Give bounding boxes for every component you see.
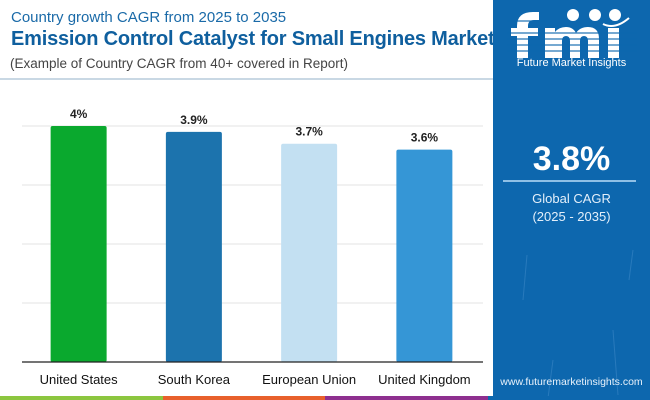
bar — [396, 149, 453, 362]
chart-header: Country growth CAGR from 2025 to 2035 Em… — [0, 0, 495, 80]
bar-chart: 4% United States 3.9% South Korea 3.7% Europe… — [22, 107, 483, 387]
fmi-logo-icon — [507, 9, 637, 58]
x-tick-label: United Kingdom — [378, 372, 471, 387]
divider — [503, 180, 636, 182]
data-label: 3.9% — [180, 113, 208, 127]
color-strip-segment — [0, 396, 164, 400]
bar — [50, 126, 107, 362]
x-tick-label: European Union — [262, 372, 356, 387]
color-strip-segment — [162, 396, 326, 400]
brand-name: Future Market Insights — [516, 57, 627, 69]
global-cagr-label-text: Global CAGR — [532, 191, 611, 206]
x-tick-label: United States — [40, 372, 119, 387]
global-cagr-label: Global CAGR (2025 - 2035) — [493, 190, 650, 226]
sidebar-panel: Future Market Insights 3.8% Global CAGR … — [493, 0, 650, 400]
color-strip-segment — [487, 396, 650, 400]
bar — [165, 131, 222, 362]
x-tick-label: South Korea — [158, 372, 231, 387]
chart-subtitle: Country growth CAGR from 2025 to 2035 — [11, 9, 287, 26]
data-label: 4% — [70, 107, 88, 121]
data-label: 3.7% — [295, 125, 323, 139]
bar — [281, 143, 338, 362]
texture-decoration — [522, 249, 634, 399]
chart-note: (Example of Country CAGR from 40+ covere… — [10, 56, 349, 71]
global-cagr-value: 3.8% — [532, 140, 611, 178]
chart-title: Emission Control Catalyst for Small Engi… — [11, 28, 495, 50]
global-cagr-period: (2025 - 2035) — [532, 209, 611, 224]
data-label: 3.6% — [411, 131, 439, 145]
website-link[interactable]: www.futuremarketinsights.com — [500, 376, 643, 388]
color-strip-segment — [325, 396, 489, 400]
